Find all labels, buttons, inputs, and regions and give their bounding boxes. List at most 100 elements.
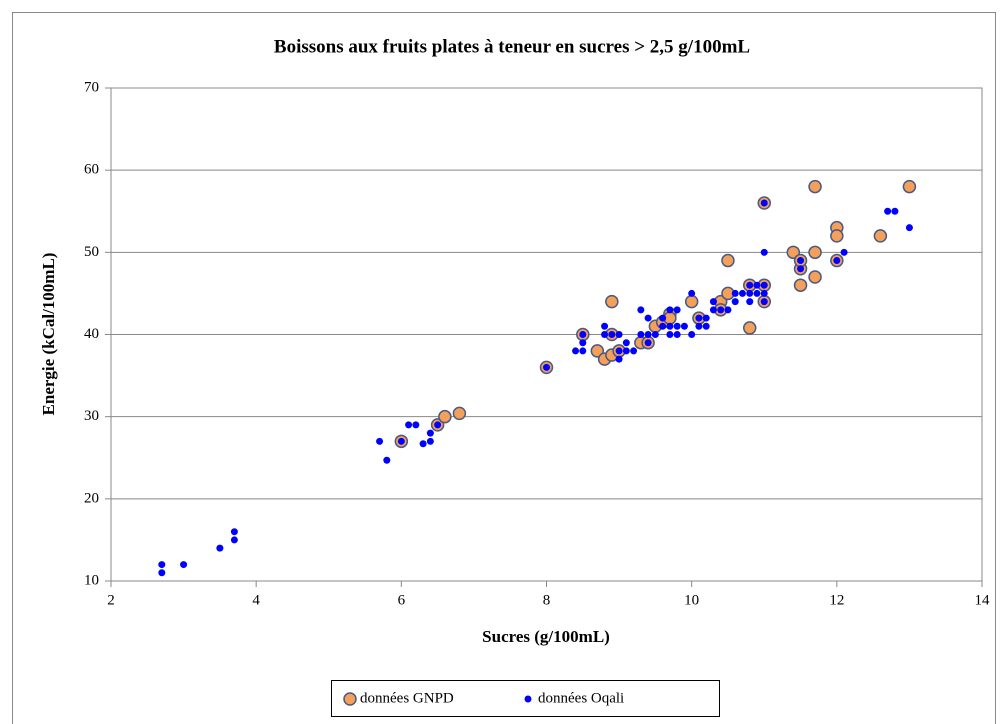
point — [702, 314, 710, 322]
point — [434, 421, 442, 429]
point — [419, 440, 427, 448]
x-tick-label: 6 — [398, 592, 406, 608]
point — [158, 561, 166, 569]
point — [376, 437, 384, 445]
x-tick-label: 10 — [684, 592, 699, 608]
point — [746, 281, 754, 289]
point — [731, 289, 739, 297]
point — [405, 421, 413, 429]
point — [717, 306, 725, 314]
point — [673, 322, 681, 330]
point — [702, 322, 710, 330]
point — [622, 347, 630, 355]
point — [644, 331, 652, 338]
point — [797, 257, 805, 265]
point — [452, 406, 467, 421]
point — [605, 294, 619, 309]
point — [760, 248, 768, 256]
point — [709, 306, 717, 314]
x-axis-label: Sucres (g/100mL) — [482, 627, 610, 646]
point — [230, 536, 238, 544]
y-tick-label: 30 — [84, 408, 99, 424]
point — [651, 331, 659, 338]
point — [659, 314, 667, 322]
point — [684, 294, 699, 309]
point — [760, 289, 768, 297]
point — [615, 355, 623, 363]
point — [438, 409, 452, 424]
point — [180, 561, 188, 569]
y-tick-label: 40 — [84, 326, 99, 342]
point — [797, 265, 805, 273]
point — [608, 331, 616, 338]
point — [760, 199, 768, 207]
point — [873, 229, 888, 243]
point — [808, 179, 822, 194]
point — [426, 437, 434, 445]
point — [673, 306, 681, 314]
point — [738, 289, 746, 297]
point — [721, 253, 735, 268]
x-tick-label: 2 — [107, 592, 115, 608]
point — [412, 421, 420, 429]
point — [742, 321, 757, 335]
legend-label: données GNPD — [360, 690, 454, 706]
point — [884, 207, 892, 215]
point — [615, 331, 623, 338]
point — [753, 289, 761, 297]
point — [688, 331, 696, 338]
x-tick-label: 14 — [975, 592, 991, 608]
point — [572, 347, 580, 355]
x-tick-label: 12 — [829, 592, 844, 608]
point — [695, 322, 703, 330]
point — [808, 245, 822, 260]
point — [383, 456, 391, 464]
point — [673, 331, 681, 338]
point — [905, 224, 913, 232]
point — [158, 569, 166, 577]
y-tick-label: 50 — [84, 244, 99, 260]
y-tick-label: 20 — [84, 490, 99, 506]
point — [760, 281, 768, 289]
point — [793, 278, 808, 292]
point — [830, 229, 844, 243]
point — [746, 289, 754, 297]
legend-marker — [343, 692, 357, 706]
point — [840, 248, 848, 256]
point — [397, 437, 405, 445]
chart-title: Boissons aux fruits plates à teneur en s… — [274, 36, 750, 57]
point — [808, 270, 822, 284]
y-tick-label: 60 — [84, 162, 99, 178]
point — [622, 339, 630, 347]
y-axis-label: Energie (kCal/100mL) — [39, 253, 58, 416]
point — [637, 306, 645, 314]
point — [615, 347, 623, 355]
point — [680, 322, 688, 330]
point — [630, 347, 638, 355]
point — [637, 331, 645, 338]
point — [724, 306, 732, 314]
point — [688, 289, 696, 297]
x-tick-label: 8 — [543, 592, 551, 608]
point — [731, 298, 739, 306]
point — [230, 528, 238, 536]
point — [579, 347, 587, 355]
point — [426, 429, 434, 437]
point — [666, 322, 674, 330]
point — [216, 544, 224, 552]
point — [659, 322, 667, 330]
point — [579, 339, 587, 347]
point — [695, 314, 703, 322]
point — [601, 331, 609, 338]
point — [543, 363, 550, 371]
point — [746, 298, 754, 306]
point — [753, 281, 761, 289]
y-tick-label: 10 — [84, 572, 99, 588]
point — [760, 298, 768, 306]
x-tick-label: 4 — [252, 592, 260, 608]
legend-label: données Oqali — [538, 690, 624, 706]
point — [644, 314, 652, 322]
point — [902, 179, 917, 194]
point — [601, 322, 609, 330]
